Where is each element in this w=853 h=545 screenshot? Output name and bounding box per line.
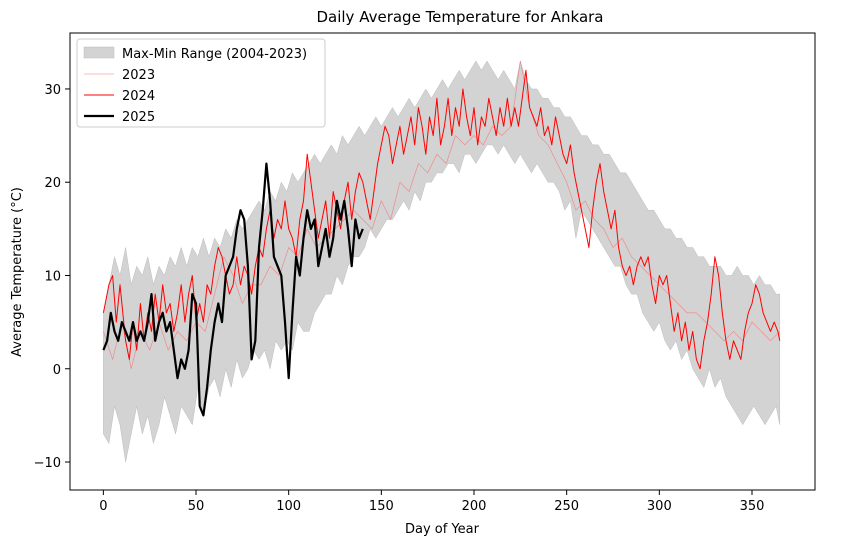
legend-label: 2023 <box>122 68 155 83</box>
axes-frame <box>69 32 816 491</box>
y-tick-label: −10 <box>34 456 61 471</box>
series-line-2024 <box>102 69 781 370</box>
x-tick-label: 350 <box>740 499 765 514</box>
legend-label: Max-Min Range (2004-2023) <box>122 47 307 62</box>
legend-swatch-range <box>83 46 115 59</box>
y-tick-label: 0 <box>53 363 61 378</box>
chart-title: Daily Average Temperature for Ankara <box>316 8 603 26</box>
x-tick-label: 0 <box>99 499 107 514</box>
series-line-2023 <box>103 60 781 370</box>
legend-label: 2025 <box>122 110 155 125</box>
series-line-2025 <box>102 162 364 417</box>
x-tick-label: 250 <box>554 499 579 514</box>
x-tick-label: 150 <box>369 499 394 514</box>
x-tick-label: 300 <box>647 499 672 514</box>
x-tick-label: 50 <box>188 499 205 514</box>
legend-box <box>76 38 326 128</box>
legend-label: 2024 <box>122 89 155 104</box>
y-tick-label: 10 <box>44 269 61 284</box>
legend: Max-Min Range (2004-2023) 2023 2024 2025 <box>76 38 326 128</box>
axes: 0 50 100 150 200 250 300 350 −10 0 10 20 30 <box>34 32 816 514</box>
x-tick-label: 200 <box>462 499 487 514</box>
y-tick-label: 30 <box>44 83 61 98</box>
x-tick-label: 100 <box>276 499 301 514</box>
y-axis-title: Average Temperature (°C) <box>10 187 25 357</box>
x-axis-title: Day of Year <box>405 522 480 537</box>
plot-area <box>102 60 781 463</box>
range-band <box>103 60 781 463</box>
y-tick-label: 20 <box>44 176 61 191</box>
